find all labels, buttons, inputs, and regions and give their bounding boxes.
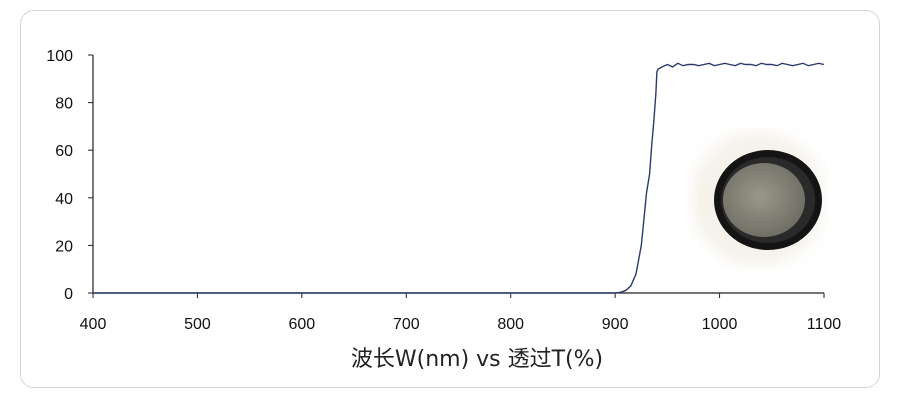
- y-tick-label: 0: [64, 286, 73, 303]
- y-tick-label: 60: [55, 143, 73, 160]
- x-tick-label: 400: [80, 316, 107, 333]
- x-tick-label: 500: [184, 316, 211, 333]
- x-tick-label: 700: [393, 316, 420, 333]
- chart-ticks: 400 500 600 700 800 900 1000 1100 0 20 40 60 80 100: [46, 48, 841, 333]
- optical-filter-photo: [688, 128, 828, 270]
- x-tick-label: 800: [497, 316, 524, 333]
- x-tick-label: 600: [289, 316, 316, 333]
- x-tick-label: 1100: [807, 316, 842, 333]
- filter-glass: [723, 163, 805, 237]
- y-tick-label: 80: [55, 96, 73, 113]
- x-axis-title: 波长W(nm) vs 透过T(%): [351, 347, 603, 372]
- transmission-series-line: [93, 62, 825, 294]
- y-tick-label: 40: [55, 191, 73, 208]
- y-tick-label: 100: [46, 48, 73, 65]
- x-tick-label: 1000: [702, 316, 738, 333]
- x-tick-label: 900: [602, 316, 629, 333]
- y-tick-label: 20: [55, 238, 73, 255]
